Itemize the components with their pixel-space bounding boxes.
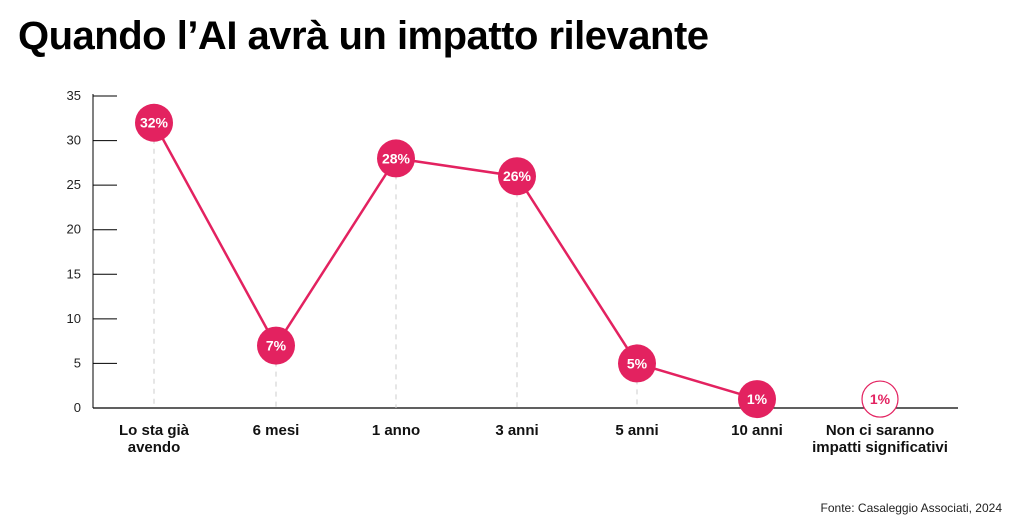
y-tick-label: 15 bbox=[67, 266, 81, 281]
y-tick-label: 0 bbox=[74, 400, 81, 415]
x-category-label: Lo sta già avendo bbox=[119, 422, 190, 456]
data-label: 1% bbox=[747, 391, 768, 407]
x-category-label: 3 anni bbox=[495, 422, 538, 439]
y-tick-label: 20 bbox=[67, 222, 81, 237]
x-category-label: 6 mesi bbox=[253, 422, 300, 439]
source-note: Fonte: Casaleggio Associati, 2024 bbox=[820, 501, 1002, 515]
data-label: 5% bbox=[627, 355, 648, 371]
y-tick-label: 30 bbox=[67, 133, 81, 148]
data-label: 26% bbox=[503, 168, 532, 184]
y-tick-label: 5 bbox=[74, 355, 81, 370]
data-point bbox=[257, 326, 295, 365]
y-tick-label: 10 bbox=[67, 311, 81, 326]
x-category-label: Non ci saranno impatti significativi bbox=[812, 422, 948, 456]
series-line bbox=[152, 122, 758, 401]
data-point bbox=[377, 139, 415, 178]
data-label: 32% bbox=[140, 115, 169, 131]
data-point bbox=[498, 157, 536, 196]
y-tick-label: 25 bbox=[67, 177, 81, 192]
data-point-outline bbox=[861, 380, 899, 418]
data-point bbox=[618, 344, 656, 383]
data-point bbox=[738, 380, 776, 419]
x-category-label: 10 anni bbox=[731, 422, 783, 439]
chart-title: Quando l’AI avrà un impatto rilevante bbox=[18, 14, 709, 58]
data-label: 1% bbox=[870, 391, 891, 407]
data-label: 28% bbox=[382, 150, 411, 166]
x-category-label: 1 anno bbox=[372, 422, 420, 439]
x-category-label: 5 anni bbox=[615, 422, 658, 439]
data-label: 7% bbox=[266, 338, 287, 354]
data-point bbox=[135, 103, 173, 142]
y-tick-label: 35 bbox=[67, 88, 81, 103]
